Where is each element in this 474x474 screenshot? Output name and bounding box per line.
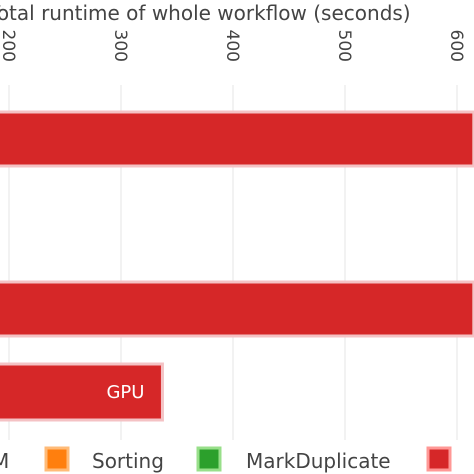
legend-label-1[interactable]: MarkDuplicate (246, 449, 391, 473)
x-tick-label-400: 400 (222, 30, 242, 62)
x-tick-label-300: 300 (110, 30, 130, 62)
legend-swatch-1[interactable] (196, 446, 222, 472)
bar-0 (0, 110, 474, 168)
bar-1 (0, 280, 474, 338)
x-tick-label-500: 500 (334, 30, 354, 62)
legend-label-0[interactable]: Sorting (92, 449, 164, 473)
legend-swatch-0[interactable] (44, 446, 70, 472)
legend-swatch-2[interactable] (426, 446, 452, 472)
x-axis-ticks: 200 300 400 500 600 (0, 30, 466, 62)
legend-label-partial[interactable]: M (0, 449, 9, 473)
bars: GPU (0, 110, 474, 422)
chart-title: Total runtime of whole workflow (seconds… (0, 1, 411, 25)
bar-label-2: GPU (106, 382, 144, 403)
bar-2 (0, 362, 164, 422)
x-tick-label-200: 200 (0, 30, 18, 62)
legend: M Sorting MarkDuplicate (0, 446, 452, 473)
x-tick-label-600: 600 (446, 30, 466, 62)
